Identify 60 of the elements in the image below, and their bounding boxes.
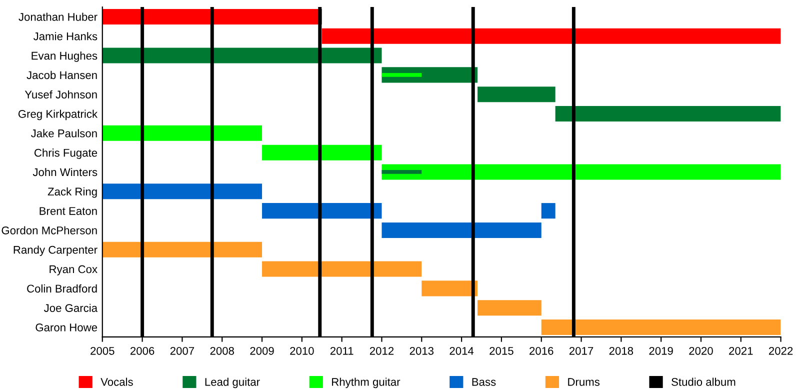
- legend-label: Vocals: [100, 378, 133, 386]
- y-tick-label: John Winters: [32, 168, 98, 176]
- legend-label: Rhythm guitar: [332, 378, 400, 388]
- x-tick-label: 2007: [170, 346, 194, 355]
- bar: [322, 28, 781, 44]
- y-tick-label: Jamie Hanks: [33, 32, 98, 40]
- x-tick-label: 2008: [210, 346, 234, 355]
- y-tick-label: Chris Fugate: [34, 148, 98, 159]
- y-tick-label: Joe Garcia: [44, 304, 98, 312]
- x-tick-label: 2006: [130, 346, 154, 355]
- bar: [478, 86, 556, 102]
- y-tick-label: Randy Carpenter: [14, 246, 98, 256]
- bar: [541, 319, 781, 336]
- x-tick-label: 2010: [290, 346, 314, 355]
- bar: [382, 164, 781, 180]
- y-tick-label: Jacob Hansen: [26, 70, 97, 80]
- legend-label: Lead guitar: [205, 378, 260, 388]
- bar: [102, 8, 322, 24]
- x-tick-label: 2021: [729, 346, 753, 355]
- bar: [102, 184, 262, 200]
- x-tick-label: 2020: [689, 346, 713, 355]
- y-tick-label: Yusef Johnson: [24, 90, 97, 98]
- bar: [262, 203, 382, 219]
- legend-label: Studio album: [672, 378, 736, 386]
- bar: [102, 125, 262, 141]
- y-tick-label: Jonathan Huber: [18, 12, 98, 21]
- bar: [262, 144, 382, 160]
- x-tick-label: 2016: [530, 346, 554, 355]
- bar: [262, 261, 422, 277]
- y-tick-label: Zack Ring: [48, 187, 97, 198]
- y-tick-label: Colin Bradford: [27, 284, 97, 293]
- y-tick-label: Gordon McPherson: [2, 226, 97, 234]
- x-tick-label: 2013: [410, 346, 434, 355]
- x-tick-label: 2018: [609, 346, 634, 355]
- x-tick-label: 2015: [490, 346, 514, 355]
- x-tick-label: 2017: [569, 346, 594, 355]
- x-tick-label: 2019: [649, 346, 673, 355]
- x-tick-label: 2011: [330, 346, 354, 355]
- bar: [382, 170, 422, 174]
- legend-label: Drums: [568, 378, 600, 386]
- y-tick-label: Brent Eaton: [40, 207, 97, 215]
- bar: [102, 242, 262, 258]
- y-tick-label: Garon Howe: [36, 324, 98, 332]
- x-tick-label: 2009: [250, 346, 274, 355]
- y-tick-label: Greg Kirkpatrick: [18, 110, 98, 120]
- bar: [478, 300, 542, 316]
- y-tick-label: Ryan Cox: [50, 265, 98, 276]
- bar: [422, 280, 478, 296]
- x-tick-label: 2014: [450, 346, 474, 355]
- bar: [102, 48, 382, 64]
- bar: [541, 203, 556, 219]
- x-tick-label: 2005: [90, 346, 114, 355]
- x-tick-label: 2012: [370, 346, 394, 355]
- bar: [382, 73, 422, 77]
- y-tick-label: Jake Paulson: [31, 129, 97, 138]
- legend-label: Bass: [472, 378, 496, 386]
- y-tick-label: Evan Hughes: [32, 52, 98, 62]
- bar: [555, 106, 781, 122]
- bar: [382, 222, 542, 238]
- x-tick-label: 2022: [769, 346, 793, 355]
